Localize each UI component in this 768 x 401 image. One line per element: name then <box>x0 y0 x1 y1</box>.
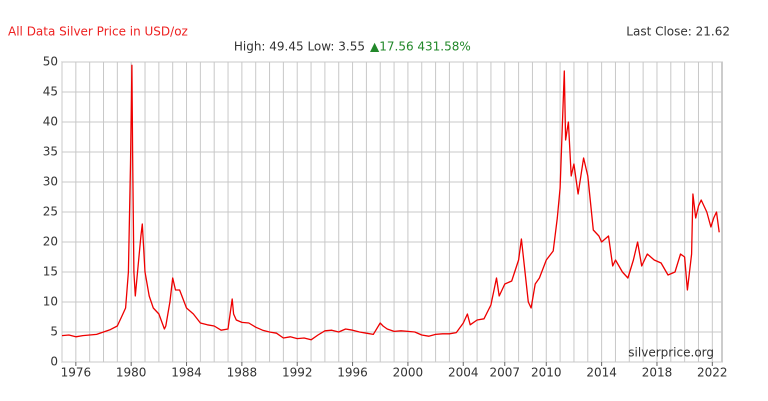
price-line <box>61 64 720 341</box>
x-tick-label: 2004 <box>448 366 479 380</box>
y-tick-label: 35 <box>43 145 58 159</box>
y-tick-label: 45 <box>43 85 58 99</box>
y-tick-label: 50 <box>43 55 58 69</box>
x-tick-label: 2022 <box>697 366 728 380</box>
x-tick-label: 2007 <box>489 366 520 380</box>
x-tick-label: 1992 <box>282 366 313 380</box>
y-tick-label: 30 <box>43 175 58 189</box>
y-tick-label: 10 <box>43 295 58 309</box>
x-tick-label: 1984 <box>171 366 202 380</box>
x-tick-label: 1988 <box>227 366 258 380</box>
y-tick-label: 40 <box>43 115 58 129</box>
y-tick-label: 15 <box>43 265 58 279</box>
x-tick-label: 1996 <box>337 366 368 380</box>
y-tick-label: 5 <box>50 325 58 339</box>
x-tick-label: 2018 <box>642 366 673 380</box>
y-tick-label: 25 <box>43 205 58 219</box>
x-tick-label: 2010 <box>531 366 562 380</box>
y-tick-label: 0 <box>50 355 58 369</box>
summary: High: 49.45 Low: 3.55 <box>234 40 365 54</box>
source: silverprice.org <box>628 346 714 360</box>
x-tick-label: 2000 <box>393 366 424 380</box>
chart-title: All Data Silver Price in USD/oz <box>8 25 188 39</box>
x-tick-label: 1976 <box>61 366 92 380</box>
change: ▲17.56 431.58% <box>370 40 471 54</box>
y-tick-label: 20 <box>43 235 58 249</box>
x-tick-label: 2014 <box>586 366 617 380</box>
x-tick-label: 1980 <box>116 366 147 380</box>
last-close: Last Close: 21.62 <box>626 25 730 39</box>
